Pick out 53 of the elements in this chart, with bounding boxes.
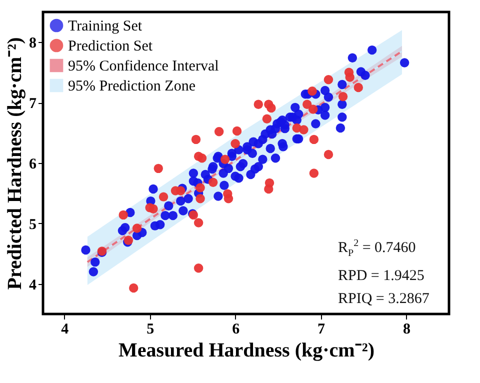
x-tick-label: 4 [61, 322, 70, 338]
point [232, 126, 242, 136]
y-tick-label: 4 [29, 277, 37, 294]
annotation: R$_{P}$$^{2}$ = 0.7460 [338, 237, 417, 261]
point [196, 183, 205, 192]
point [194, 218, 204, 228]
point [345, 72, 354, 82]
x-tick-label: 7 [318, 322, 326, 338]
y-tick-label: 5 [29, 216, 36, 233]
point [309, 134, 319, 144]
x-tick-label: 8 [403, 322, 411, 338]
point [308, 86, 317, 96]
legend-label: Training Set [68, 18, 143, 34]
x-tick-label: 5 [146, 322, 154, 338]
y-tick-label: 6 [29, 156, 37, 172]
x-tick-label: 6 [232, 322, 240, 338]
legend-label: Prediction Set [68, 38, 154, 54]
point [338, 92, 348, 102]
point [262, 114, 272, 124]
point [148, 204, 158, 214]
x-axis-title: Measured Hardness (kg·cm⁻²) [118, 340, 374, 362]
point [220, 154, 230, 164]
annotation: RPIQ = 3.2867 [338, 290, 430, 309]
point [264, 184, 274, 194]
legend-label: 95% Confidence Interval [68, 58, 219, 74]
point [208, 178, 218, 187]
point [266, 103, 276, 113]
point [197, 154, 207, 163]
point [254, 100, 264, 110]
point [158, 192, 168, 202]
point [308, 104, 318, 114]
point [132, 224, 142, 233]
annotation: RPD = 1.9425 [338, 267, 426, 286]
point [299, 125, 308, 134]
y-tick-label: 8 [29, 36, 36, 52]
y-tick-label: 7 [29, 96, 37, 112]
point [196, 194, 205, 204]
y-axis-title: Predicted Hardness (kg·cm⁻²) [4, 37, 26, 290]
point [324, 75, 334, 84]
point [118, 210, 128, 220]
point [154, 164, 163, 174]
point [324, 150, 334, 160]
point [191, 134, 201, 144]
point [302, 100, 312, 110]
point [354, 82, 364, 92]
point [214, 126, 224, 136]
legend-label: 95% Prediction Zone [68, 78, 196, 94]
point [230, 139, 240, 148]
point [194, 263, 204, 273]
point [309, 168, 319, 178]
point [128, 283, 138, 293]
point [176, 186, 186, 196]
point [224, 194, 234, 204]
